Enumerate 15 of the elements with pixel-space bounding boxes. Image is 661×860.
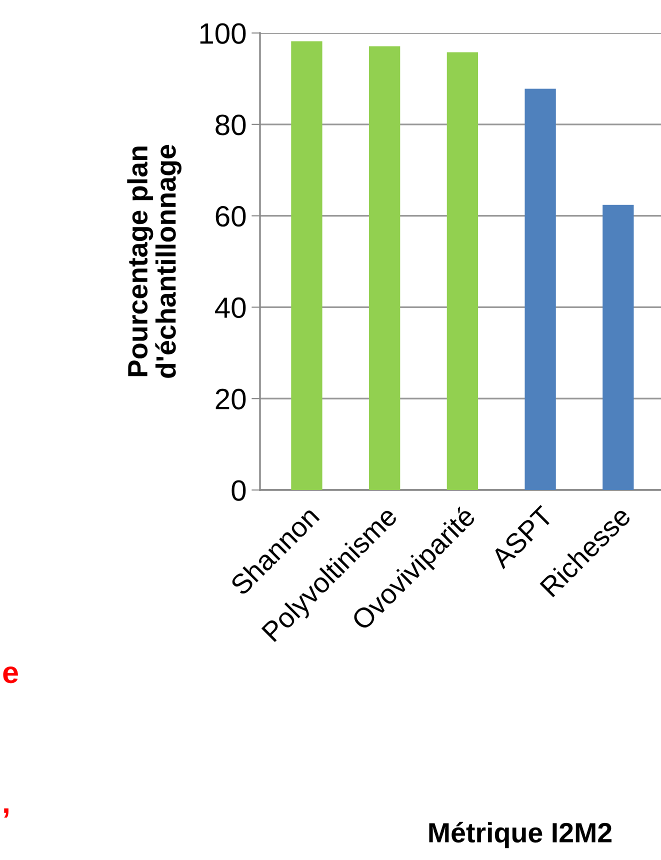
bar — [602, 204, 634, 490]
bar — [291, 41, 322, 490]
bar — [524, 88, 556, 490]
text: , — [4, 808, 8, 818]
text: e — [3, 666, 18, 684]
bar — [369, 46, 400, 490]
text: Métrique I2M2 — [429, 822, 612, 848]
y-tick-label: 100 — [200, 23, 246, 44]
y-tick-label: 40 — [215, 297, 246, 318]
y-tick-label: 80 — [216, 114, 246, 136]
y-tick-label: 60 — [216, 206, 246, 227]
y-tick-label: 20 — [216, 388, 246, 410]
y-axis-title: Pourcentage plan d'échantillonnage — [127, 144, 182, 378]
bar — [446, 52, 478, 490]
y-tick-label: 0 — [232, 480, 246, 501]
